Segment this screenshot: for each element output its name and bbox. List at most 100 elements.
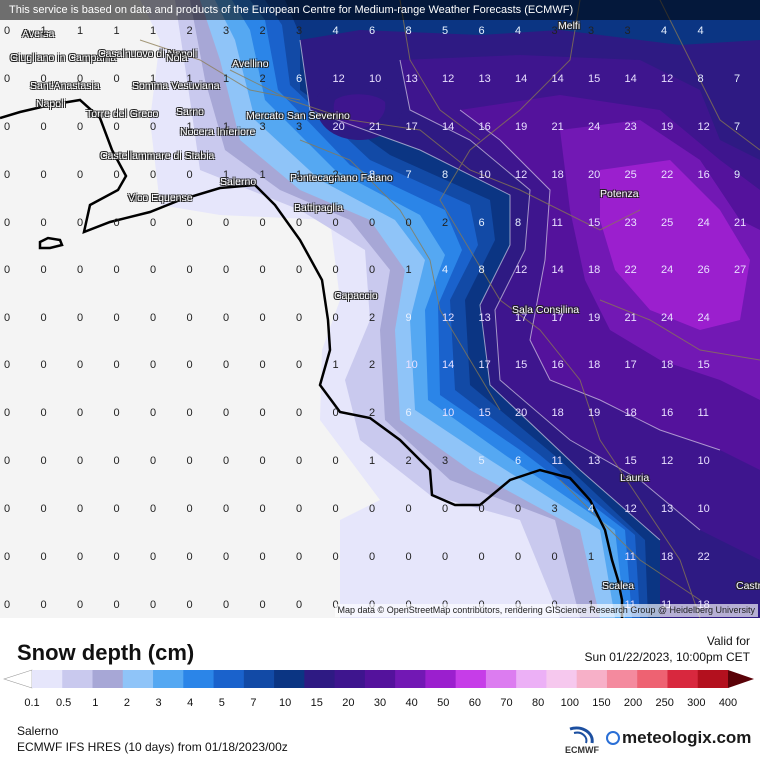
grid-value: 2 [186, 25, 193, 37]
grid-value: 0 [4, 503, 11, 515]
grid-value: 2 [369, 407, 376, 419]
grid-value: 20 [515, 407, 528, 419]
contour-lines [299, 39, 721, 541]
grid-value: 13 [661, 503, 674, 515]
grid-value: 0 [4, 121, 11, 133]
grid-value: 14 [551, 73, 564, 85]
grid-value: 12 [661, 73, 674, 85]
grid-value: 15 [515, 359, 528, 371]
grid-value: 0 [113, 359, 120, 371]
grid-value: 0 [186, 503, 193, 515]
grid-value: 0 [4, 25, 11, 37]
grid-value: 0 [259, 551, 266, 563]
ecmwf-notice: This service is based on data and produc… [0, 0, 760, 20]
grid-value: 17 [478, 359, 491, 371]
place-label: Sala Consilina [512, 304, 580, 316]
grid-value: 0 [4, 455, 11, 467]
place-label: Castrovillari [736, 580, 760, 592]
grid-value: 0 [77, 312, 84, 324]
grid-value: 24 [697, 312, 710, 324]
grid-value: 22 [697, 551, 710, 563]
grid-value: 0 [4, 359, 11, 371]
place-label: Avellino [232, 58, 269, 70]
grid-value: 0 [259, 407, 266, 419]
grid-value: 11 [551, 217, 563, 229]
colorbar-tick-label: 150 [592, 697, 610, 709]
grid-value: 0 [77, 407, 84, 419]
colorbar-tick-label: 2 [124, 697, 130, 709]
grid-value: 0 [405, 217, 412, 229]
colorbar-swatch [274, 670, 305, 688]
place-label: Castellammare di Stabia [100, 150, 215, 162]
grid-value: 0 [40, 551, 47, 563]
place-label: Scalea [602, 580, 635, 592]
grid-value: 7 [734, 73, 741, 85]
grid-value: 3 [551, 25, 558, 37]
grid-value: 0 [332, 407, 339, 419]
grid-value: 1 [369, 455, 376, 467]
grid-value: 0 [259, 359, 266, 371]
grid-value: 1 [332, 359, 339, 371]
grid-value: 3 [588, 25, 595, 37]
grid-value: 19 [661, 121, 674, 133]
grid-value: 0 [150, 407, 157, 419]
grid-value: 0 [40, 407, 47, 419]
colorbar-swatch [546, 670, 578, 688]
colorbar-swatch [697, 670, 729, 688]
grid-value: 0 [113, 217, 120, 229]
colorbar-right-arrow [728, 670, 754, 688]
grid-value: 12 [661, 455, 674, 467]
grid-value: 6 [369, 25, 376, 37]
grid-value: 4 [697, 25, 704, 37]
grid-value: 1 [77, 25, 84, 37]
grid-value: 14 [551, 264, 564, 276]
colorbar-tick-label: 80 [532, 697, 544, 709]
grid-value: 2 [259, 73, 266, 85]
grid-value: 0 [40, 312, 47, 324]
colorbar-swatch [92, 670, 124, 688]
grid-value: 0 [186, 359, 193, 371]
grid-value: 4 [588, 503, 595, 515]
grid-value: 1 [588, 551, 595, 563]
snow-depth-map[interactable] [0, 0, 760, 618]
grid-value: 3 [296, 121, 303, 133]
ecmwf-logo-icon[interactable] [562, 725, 602, 757]
place-label: Mercato San Severino [246, 110, 350, 122]
grid-value: 1 [186, 73, 193, 85]
colorbar-tick-label: 1 [92, 697, 98, 709]
grid-value: 15 [478, 407, 491, 419]
place-label: Pontecagnano Faiano [290, 172, 393, 184]
grid-value: 0 [150, 121, 157, 133]
grid-value: 0 [150, 599, 157, 611]
grid-value: 3 [296, 25, 303, 37]
colorbar-swatch [183, 670, 215, 688]
meteologix-text: meteologix.com [622, 728, 752, 747]
grid-value: 24 [697, 217, 710, 229]
grid-value: 0 [223, 407, 230, 419]
place-label: Battipaglia [294, 202, 344, 214]
grid-value: 1 [113, 25, 120, 37]
grid-value: 17 [515, 312, 528, 324]
grid-value: 0 [150, 169, 157, 181]
meteologix-logo[interactable]: meteologix.com [604, 728, 751, 748]
admin-borders [139, 0, 760, 618]
map-attribution[interactable]: Map data © OpenStreetMap contributors, r… [334, 604, 758, 617]
colorbar-tick-label: 100 [561, 697, 579, 709]
grid-value: 6 [515, 455, 522, 467]
grid-value: 20 [332, 121, 345, 133]
colorbar-tick-label: 0.1 [24, 697, 39, 709]
colorbar-swatch [32, 670, 63, 688]
grid-value: 23 [624, 217, 637, 229]
grid-value: 19 [588, 407, 601, 419]
grid-value: 17 [624, 359, 637, 371]
grid-value: 0 [4, 264, 11, 276]
grid-value: 10 [478, 169, 491, 181]
grid-value: 0 [4, 73, 11, 85]
grid-value: 0 [442, 551, 449, 563]
colorbar-tick-label: 7 [250, 697, 256, 709]
grid-value: 0 [4, 217, 11, 229]
place-label: Giugliano in Campania [10, 52, 117, 64]
grid-value: 0 [551, 551, 558, 563]
colorbar-swatch [243, 670, 275, 688]
grid-value: 0 [259, 503, 266, 515]
